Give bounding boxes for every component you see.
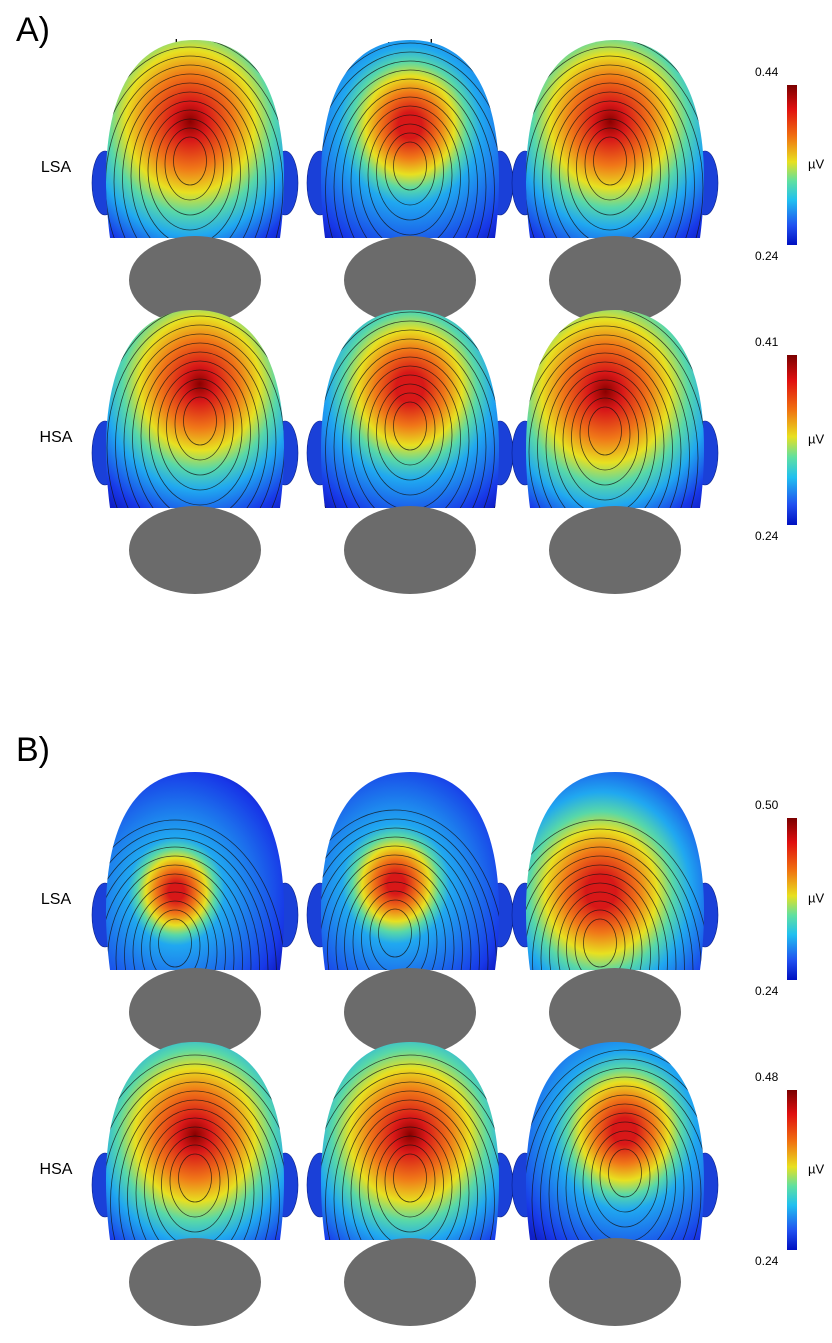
colorbar-unit: µV (808, 431, 824, 446)
colorbar-max: 0.41 (755, 335, 779, 349)
neck (129, 1238, 261, 1326)
head-map (495, 308, 718, 620)
colorbar-max: 0.48 (755, 1070, 779, 1084)
neck (129, 506, 261, 594)
scalp (321, 310, 499, 508)
head-map (300, 40, 520, 355)
head-map (80, 38, 300, 350)
colorbar (787, 1090, 797, 1250)
colorbar (787, 85, 797, 245)
scalp (526, 40, 704, 238)
colorbar-unit: µV (808, 890, 824, 905)
neck (344, 1238, 476, 1326)
colorbar-min: 0.24 (755, 1254, 779, 1268)
colorbar-max: 0.50 (755, 798, 779, 812)
colorbar-min: 0.24 (755, 529, 779, 543)
head-map (300, 303, 520, 615)
row-label: LSA (41, 159, 72, 176)
head-map (500, 38, 720, 350)
colorbar-min: 0.24 (755, 249, 779, 263)
neck (549, 506, 681, 594)
row-label: HSA (40, 1161, 73, 1178)
scalp (321, 772, 499, 970)
colorbar (787, 355, 797, 525)
scalp (106, 40, 284, 238)
scalp (526, 772, 704, 970)
head-map (85, 1042, 305, 1338)
figure: A)happyneutralangryLSA0.440.24µVHSA0.410… (0, 0, 832, 1338)
scalp (321, 1042, 499, 1240)
scalp (526, 1042, 704, 1240)
neck (344, 506, 476, 594)
head-map (512, 1042, 735, 1338)
panel-label: B) (16, 731, 50, 769)
page: A)happyneutralangryLSA0.440.24µVHSA0.410… (0, 0, 832, 1338)
panel-label: A) (16, 11, 50, 49)
colorbar-min: 0.24 (755, 984, 779, 998)
colorbar-unit: µV (808, 156, 824, 171)
scalp (106, 1042, 284, 1240)
scalp (106, 310, 284, 508)
colorbar-max: 0.44 (755, 65, 779, 79)
scalp (526, 310, 704, 508)
head-map (90, 298, 310, 610)
head-map (300, 1042, 520, 1338)
colorbar (787, 818, 797, 980)
neck (549, 1238, 681, 1326)
row-label: HSA (40, 429, 73, 446)
row-label: LSA (41, 891, 72, 908)
colorbar-unit: µV (808, 1161, 824, 1176)
